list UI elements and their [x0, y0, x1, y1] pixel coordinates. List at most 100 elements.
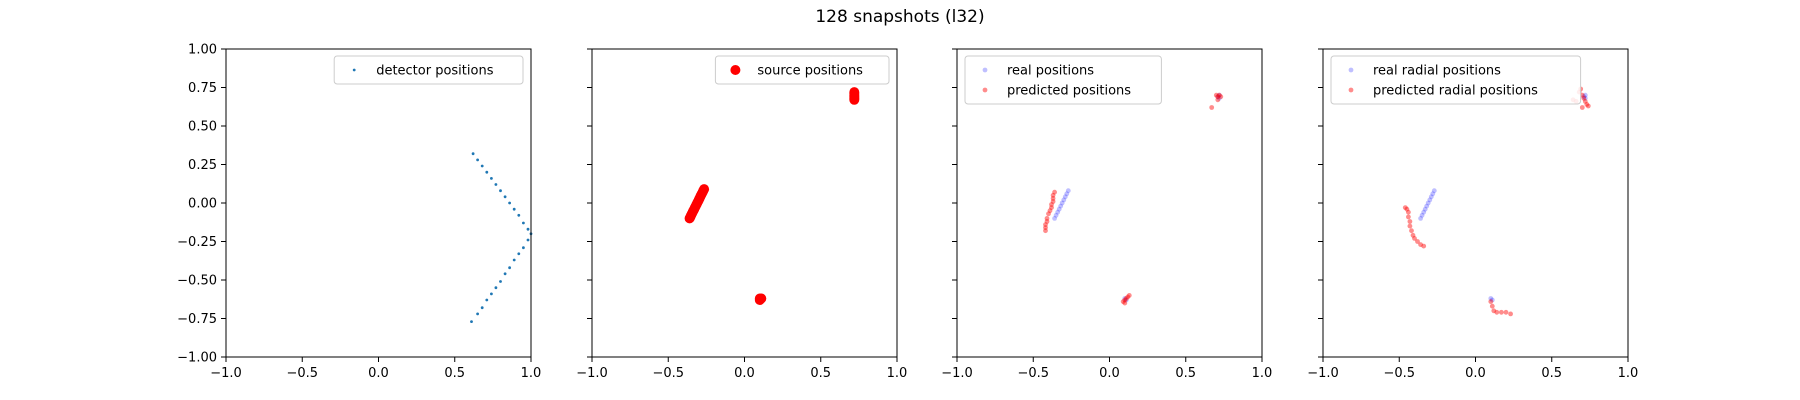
data-point	[1218, 94, 1224, 100]
x-tick-label: 0.0	[734, 366, 755, 381]
data-point	[754, 295, 765, 305]
data-point	[1503, 309, 1509, 315]
data-point	[485, 298, 489, 302]
data-point	[1402, 205, 1408, 211]
y-tick-label: −0.50	[177, 274, 217, 289]
x-tick-label: 0.5	[444, 366, 465, 381]
data-point	[1062, 194, 1068, 200]
data-point	[1582, 99, 1588, 104]
x-tick-label: −1.0	[1307, 366, 1339, 381]
x-tick-label: −0.5	[1383, 366, 1415, 381]
data-point	[1065, 188, 1071, 194]
data-point	[1052, 189, 1057, 195]
data-point	[1216, 95, 1222, 101]
data-point	[503, 195, 507, 199]
panel-2: −1.0 −0.5 0.0 0.5 1.0 source positions	[576, 48, 907, 381]
data-point	[1122, 300, 1128, 306]
data-point	[480, 306, 484, 310]
legend-label: detector positions	[376, 64, 494, 79]
x-tick-label: −0.5	[1017, 366, 1049, 381]
y-tick-label: 0.50	[188, 120, 217, 135]
data-point	[1406, 214, 1411, 220]
data-point	[1421, 209, 1427, 215]
legend-box	[333, 55, 524, 85]
data-point	[1059, 200, 1065, 206]
x-tick-label: 0.5	[1175, 366, 1196, 381]
legend-box	[1330, 55, 1582, 105]
y-tick-label: −1.00	[177, 351, 217, 366]
data-point	[1418, 242, 1423, 248]
legend: detector positions	[333, 55, 524, 85]
data-point	[1050, 196, 1056, 201]
series-1	[684, 87, 860, 305]
data-point	[1126, 293, 1132, 298]
data-point	[1123, 297, 1129, 303]
y-tick-label: 0.25	[188, 158, 217, 173]
data-point	[1123, 296, 1129, 301]
legend-box	[714, 55, 890, 85]
x-tick-label: 0.0	[1099, 366, 1120, 381]
legend-label: real positions	[1007, 64, 1094, 79]
data-point	[1585, 103, 1591, 109]
data-point	[1216, 92, 1222, 98]
y-tick-label: −0.25	[177, 235, 217, 250]
data-point	[1424, 203, 1430, 209]
data-point	[1407, 223, 1413, 229]
data-point	[471, 152, 475, 156]
legend-label: real radial positions	[1373, 64, 1501, 79]
x-tick-label: −1.0	[210, 366, 242, 381]
legend-box	[964, 55, 1162, 105]
data-point	[1047, 208, 1053, 214]
data-point	[480, 164, 484, 168]
data-point	[508, 201, 511, 205]
data-point	[522, 221, 525, 225]
data-point	[1488, 296, 1494, 301]
data-point	[1050, 192, 1056, 198]
legend-label: predicted positions	[1007, 84, 1131, 99]
x-tick-label: 0.0	[368, 366, 389, 381]
data-point	[1427, 197, 1433, 203]
data-point	[1209, 105, 1215, 110]
data-point	[1407, 219, 1413, 224]
data-point	[517, 213, 521, 217]
data-point	[517, 252, 521, 256]
data-point	[494, 183, 498, 186]
data-point	[1043, 228, 1048, 234]
data-point	[1061, 197, 1067, 203]
data-point	[1584, 102, 1590, 107]
series-1	[470, 152, 533, 323]
data-point	[1428, 194, 1434, 200]
x-tick-label: 1.0	[521, 366, 542, 381]
x-tick-label: −0.5	[286, 366, 318, 381]
data-point	[1053, 212, 1059, 218]
data-point	[1404, 206, 1410, 212]
x-tick-label: −1.0	[576, 366, 608, 381]
data-point	[1489, 297, 1495, 303]
data-point	[1044, 216, 1050, 221]
y-tick-label: 0.75	[188, 81, 217, 96]
data-point	[1216, 92, 1222, 98]
data-point	[526, 238, 530, 242]
data-point	[1579, 105, 1585, 110]
legend-marker	[1348, 87, 1354, 93]
legend-marker	[352, 68, 356, 72]
series-1	[1418, 92, 1588, 303]
panel-3: −1.0 −0.5 0.0 0.5 1.0 real positions predicted…	[941, 48, 1272, 381]
data-point	[1046, 211, 1051, 217]
data-point	[494, 286, 498, 290]
x-tick-label: 0.5	[1541, 366, 1562, 381]
legend-marker	[1348, 67, 1354, 73]
data-point	[1122, 296, 1128, 301]
data-point	[1425, 200, 1431, 206]
data-point	[1215, 97, 1221, 103]
panel-4: −1.0 −0.5 0.0 0.5 1.0 real radial positions pr…	[1307, 48, 1638, 381]
data-point	[1043, 225, 1048, 231]
data-point	[1582, 92, 1588, 98]
legend-marker	[730, 65, 741, 75]
panel-1: −1.0 −0.5 0.0 0.5 1.0 1.00 0.75 0.50 0.25 0.00 −0.…	[177, 43, 541, 382]
data-point	[1409, 228, 1414, 234]
data-point	[1430, 191, 1436, 197]
data-point	[1055, 209, 1061, 215]
